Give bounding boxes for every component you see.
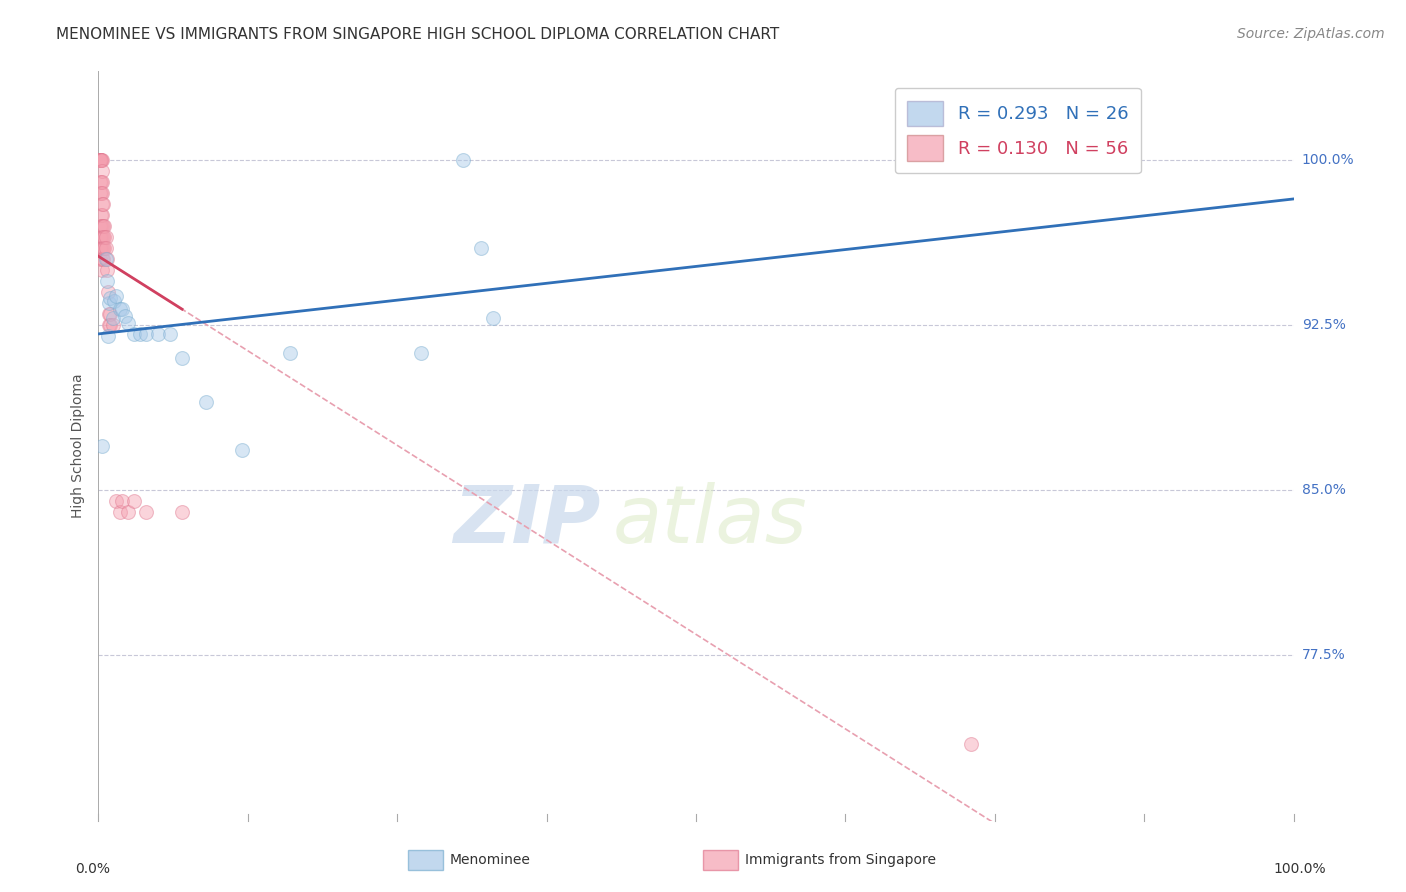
Point [111, 302, 134, 317]
Point [90, 219, 112, 233]
Text: Source: ZipAtlas.com: Source: ZipAtlas.com [1237, 27, 1385, 41]
Point [91, 241, 114, 255]
Point [98, 291, 122, 305]
Legend: R = 0.293   N = 26, R = 0.130   N = 56: R = 0.293 N = 26, R = 0.130 N = 56 [894, 88, 1142, 173]
Point [91, 439, 114, 453]
Text: Immigrants from Singapore: Immigrants from Singapore [745, 853, 936, 867]
Point [105, 289, 128, 303]
Point [117, 316, 139, 330]
Point [90, 186, 112, 200]
Point [91, 196, 114, 211]
Point [278, 346, 301, 360]
Point [89, 153, 111, 167]
Point [94, 252, 117, 266]
Text: Menominee: Menominee [450, 853, 531, 867]
Point [108, 505, 131, 519]
Point [89, 186, 111, 200]
Text: 92.5%: 92.5% [1302, 318, 1346, 332]
Point [105, 494, 128, 508]
Text: atlas: atlas [613, 482, 807, 560]
Point [90, 241, 112, 255]
Point [91, 219, 114, 233]
Point [93, 219, 115, 233]
Point [89, 229, 111, 244]
Text: 0.0%: 0.0% [75, 862, 110, 876]
Point [159, 326, 181, 341]
Point [89, 252, 111, 266]
Point [481, 311, 505, 326]
Y-axis label: High School Diploma: High School Diploma [70, 374, 84, 518]
Point [89, 175, 111, 189]
Point [90, 229, 112, 244]
Point [103, 293, 125, 308]
Point [135, 505, 157, 519]
Point [91, 252, 114, 266]
Text: 85.0%: 85.0% [1302, 483, 1346, 497]
Point [89, 219, 111, 233]
Point [90, 175, 112, 189]
Point [98, 307, 122, 321]
Point [93, 241, 115, 255]
Point [101, 318, 124, 332]
Point [96, 252, 118, 266]
Point [91, 196, 114, 211]
Point [231, 443, 253, 458]
Point [97, 328, 120, 343]
Point [101, 311, 124, 326]
Text: 77.5%: 77.5% [1302, 648, 1346, 663]
Point [91, 262, 114, 277]
Point [89, 241, 111, 255]
Point [98, 318, 121, 332]
Point [91, 219, 114, 233]
Point [172, 351, 194, 365]
Text: 100.0%: 100.0% [1302, 153, 1354, 167]
Point [89, 153, 111, 167]
Point [135, 326, 157, 341]
Point [91, 208, 114, 222]
Point [94, 229, 117, 244]
Point [90, 153, 112, 167]
Point [108, 302, 131, 317]
Point [91, 175, 114, 189]
Point [124, 326, 146, 341]
Point [451, 153, 474, 167]
Point [411, 346, 433, 360]
Point [89, 153, 111, 167]
Point [89, 153, 111, 167]
Point [94, 241, 117, 255]
Point [98, 295, 121, 310]
Point [114, 309, 136, 323]
Point [91, 229, 114, 244]
Point [124, 494, 146, 508]
Point [117, 505, 139, 519]
Point [90, 153, 112, 167]
Text: ZIP: ZIP [453, 482, 600, 560]
Text: MENOMINEE VS IMMIGRANTS FROM SINGAPORE HIGH SCHOOL DIPLOMA CORRELATION CHART: MENOMINEE VS IMMIGRANTS FROM SINGAPORE H… [56, 27, 779, 42]
Point [97, 285, 120, 299]
Point [91, 186, 114, 200]
Point [148, 326, 170, 341]
Point [111, 494, 134, 508]
Point [91, 241, 114, 255]
Point [91, 229, 114, 244]
Point [98, 318, 122, 332]
Point [90, 208, 112, 222]
Point [91, 153, 114, 167]
Point [129, 326, 152, 341]
Point [960, 737, 983, 751]
Point [172, 505, 194, 519]
Point [91, 252, 114, 266]
Text: 100.0%: 100.0% [1274, 862, 1326, 876]
Point [470, 241, 492, 255]
Point [96, 274, 118, 288]
Point [195, 395, 218, 409]
Point [96, 262, 118, 277]
Point [89, 153, 111, 167]
Point [91, 163, 114, 178]
Point [93, 229, 115, 244]
Point [98, 307, 121, 321]
